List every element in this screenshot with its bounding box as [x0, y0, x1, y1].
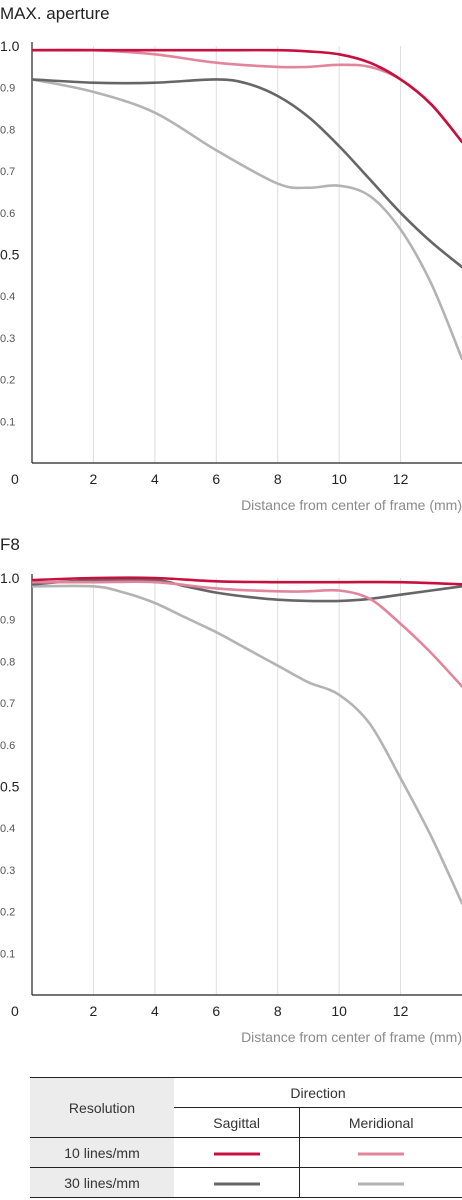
- x-tick-label-12: 12: [393, 1003, 409, 1019]
- x-tick-label-4: 4: [151, 1003, 159, 1019]
- legend-table: Resolution Direction Sagittal Meridional…: [30, 1077, 462, 1198]
- chart-title-f8: F8: [0, 535, 20, 554]
- y-tick-label-0-8: 0.8: [0, 124, 15, 136]
- x-tick-label-4: 4: [151, 471, 159, 487]
- x-tick-label-6: 6: [212, 471, 220, 487]
- x-tick-label-12: 12: [393, 471, 409, 487]
- y-tick-label-0-5: 0.5: [0, 779, 20, 795]
- x-axis-title: Distance from center of frame (mm): [241, 497, 462, 513]
- legend-sagittal-header: Sagittal: [174, 1107, 301, 1138]
- legend-row-10-lines: 10 lines/mm: [30, 1137, 174, 1168]
- y-tick-label-0-2: 0.2: [0, 907, 15, 919]
- y-tick-label-0-5: 0.5: [0, 247, 20, 263]
- series-line-s10: [32, 48, 462, 144]
- y-tick-label-0-3: 0.3: [0, 865, 15, 877]
- legend-direction-header: Direction: [174, 1077, 462, 1108]
- mtf-chart-max-aperture: 1.0 0.9 0.8 0.7 0.6 0.5 0.4 0.3 0.2 0.1 0 2 4 6 8 10 12 D…: [0, 38, 462, 513]
- x-tick-label-8: 8: [274, 1003, 282, 1019]
- series-line-m30: [32, 584, 462, 905]
- y-tick-label-0-8: 0.8: [0, 656, 15, 668]
- y-tick-label-1-0: 1.0: [0, 38, 20, 54]
- y-tick-label-0-6: 0.6: [0, 740, 15, 752]
- series-line-s30: [32, 578, 462, 603]
- origin-tick-label: 0: [11, 1003, 19, 1019]
- x-tick-label-2: 2: [90, 471, 98, 487]
- y-tick-label-0-9: 0.9: [0, 615, 15, 627]
- series-line-m10: [32, 48, 462, 144]
- y-tick-label-0-9: 0.9: [0, 83, 15, 95]
- chart-title-max-aperture: MAX. aperture: [0, 4, 110, 23]
- series-line-m10: [32, 580, 462, 688]
- x-axis-title: Distance from center of frame (mm): [241, 1029, 462, 1045]
- origin-tick-label: 0: [11, 471, 19, 487]
- legend-cell-m10: [299, 1137, 462, 1168]
- y-tick-label-0-4: 0.4: [0, 291, 15, 303]
- y-tick-label-0-3: 0.3: [0, 333, 15, 345]
- series-line-s10: [32, 576, 462, 586]
- legend-cell-s30: [174, 1167, 301, 1198]
- y-tick-label-0-7: 0.7: [0, 166, 15, 178]
- y-tick-label-0-4: 0.4: [0, 823, 15, 835]
- series-line-m30: [32, 78, 462, 361]
- legend-cell-s10: [174, 1137, 301, 1168]
- y-tick-label-0-1: 0.1: [0, 948, 15, 960]
- x-tick-label-6: 6: [212, 1003, 220, 1019]
- y-tick-label-0-1: 0.1: [0, 416, 15, 428]
- x-tick-label-10: 10: [331, 471, 347, 487]
- y-tick-label-0-2: 0.2: [0, 375, 15, 387]
- legend-resolution-header: Resolution: [30, 1077, 174, 1138]
- x-tick-label-2: 2: [90, 1003, 98, 1019]
- x-tick-label-8: 8: [274, 471, 282, 487]
- y-tick-label-0-6: 0.6: [0, 208, 15, 220]
- legend-cell-m30: [299, 1167, 462, 1198]
- y-tick-label-0-7: 0.7: [0, 698, 15, 710]
- x-tick-label-10: 10: [331, 1003, 347, 1019]
- series-line-s30: [32, 78, 462, 269]
- y-tick-label-1-0: 1.0: [0, 570, 20, 586]
- mtf-chart-f8: 1.0 0.9 0.8 0.7 0.6 0.5 0.4 0.3 0.2 0.1 0 2 4 6 8 10 12 D…: [0, 570, 462, 1045]
- legend-row-30-lines: 30 lines/mm: [30, 1167, 174, 1198]
- legend-meridional-header: Meridional: [299, 1107, 462, 1138]
